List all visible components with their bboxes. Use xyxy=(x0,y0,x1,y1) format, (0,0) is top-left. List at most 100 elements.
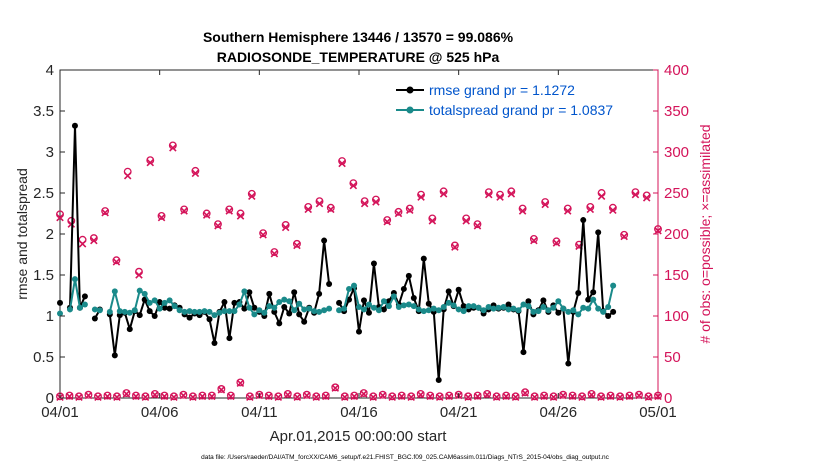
obs-lower-possible-marker xyxy=(559,390,568,399)
legend: rmse grand pr = 1.1272 totalspread grand… xyxy=(396,82,613,118)
obs-upper-assimilated-marker xyxy=(90,236,98,245)
rmse-point xyxy=(580,217,587,224)
obs-lower-possible-marker xyxy=(65,391,74,400)
obs-lower-possible-marker xyxy=(160,391,169,400)
obs-upper-assimilated-marker xyxy=(146,158,155,167)
series-lines-layer xyxy=(57,122,617,383)
obs-upper-assimilated-marker xyxy=(597,192,606,201)
totalspread-point xyxy=(266,303,273,310)
obs-lower-possible-marker xyxy=(635,390,643,399)
obs-upper-assimilated-marker xyxy=(180,207,188,215)
obs-lower-assimilated-marker xyxy=(179,391,188,400)
obs-lower-possible-marker xyxy=(150,389,159,398)
totalspread-point xyxy=(385,303,392,310)
rmse-point xyxy=(380,306,387,313)
totalspread-point xyxy=(535,308,542,315)
totalspread-point xyxy=(296,300,303,307)
obs-lower-possible-marker xyxy=(274,392,283,401)
rmse-point xyxy=(610,308,617,315)
obs-upper-assimilated-marker xyxy=(248,192,256,201)
obs-upper-assimilated-marker xyxy=(67,220,76,228)
obs-lower-possible-marker xyxy=(445,391,454,400)
totalspread-point xyxy=(470,303,477,310)
obs-lower-assimilated-marker xyxy=(322,392,330,401)
obs-upper-possible-marker xyxy=(292,239,301,248)
totalspread-point xyxy=(540,303,547,310)
obs-lower-possible-marker xyxy=(141,392,150,401)
left-y-tick-label: 1.5 xyxy=(33,267,54,284)
totalspread-point xyxy=(515,307,522,314)
obs-upper-assimilated-marker xyxy=(56,213,64,222)
obs-lower-possible-marker xyxy=(597,392,605,401)
obs-lower-assimilated-marker xyxy=(274,393,283,401)
obs-lower-possible-marker xyxy=(84,390,93,399)
rmse-point xyxy=(301,318,308,325)
legend-spread-label: totalspread grand pr = 1.0837 xyxy=(429,102,613,118)
totalspread-point xyxy=(440,303,447,310)
obs-lower-assimilated-marker xyxy=(616,393,624,401)
obs-upper-assimilated-marker xyxy=(631,190,640,199)
obs-lower-possible-marker xyxy=(293,392,302,401)
obs-lower-assimilated-marker xyxy=(236,379,245,388)
rmse-point xyxy=(565,360,572,367)
totalspread-point xyxy=(530,308,537,315)
obs-lower-possible-marker xyxy=(331,383,340,392)
rmse-point xyxy=(326,281,333,288)
obs-lower-possible-marker xyxy=(245,392,254,401)
obs-lower-assimilated-marker xyxy=(113,393,121,401)
left-y-tick-label: 4 xyxy=(46,62,54,79)
obs-upper-assimilated-marker xyxy=(169,144,177,152)
obs-lower-possible-marker xyxy=(521,388,530,397)
totalspread-point xyxy=(57,310,63,317)
obs-lower-assimilated-marker xyxy=(122,390,131,398)
totalspread-point xyxy=(156,305,163,312)
obs-lower-assimilated-marker xyxy=(388,393,396,401)
rmse-point xyxy=(151,313,158,319)
totalspread-point xyxy=(76,304,83,311)
rmse-point xyxy=(605,313,612,319)
totalspread-point xyxy=(545,307,552,314)
obs-lower-possible-marker xyxy=(122,389,131,398)
obs-upper-assimilated-marker xyxy=(191,169,200,178)
obs-upper-assimilated-marker xyxy=(394,209,403,218)
rmse-point xyxy=(360,297,367,304)
obs-upper-assimilated-marker xyxy=(349,181,358,190)
obs-lower-assimilated-marker xyxy=(578,393,586,401)
rmse-point xyxy=(286,310,293,317)
x-tick-label: 04/06 xyxy=(141,404,179,421)
right-y-axis-label: # of obs: o=possible; ×=assimilated xyxy=(697,124,713,343)
rmse-point xyxy=(81,293,88,300)
obs-upper-possible-marker xyxy=(101,207,110,215)
obs-upper-assimilated-marker xyxy=(236,212,245,220)
obs-lower-assimilated-marker xyxy=(635,391,643,400)
chart-title-line2: RADIOSONDE_TEMPERATURE @ 525 hPa xyxy=(217,49,500,65)
obs-lower-assimilated-marker xyxy=(464,393,472,401)
obs-lower-assimilated-marker xyxy=(103,392,112,401)
obs-lower-possible-marker xyxy=(94,392,102,401)
obs-lower-possible-marker xyxy=(321,391,330,400)
obs-lower-assimilated-marker xyxy=(473,392,482,401)
totalspread-point xyxy=(600,308,607,315)
rmse-point xyxy=(136,312,143,319)
totalspread-point xyxy=(326,305,333,312)
obs-lower-assimilated-marker xyxy=(151,390,159,399)
totalspread-point xyxy=(111,288,118,295)
totalspread-point xyxy=(341,305,348,312)
obs-lower-assimilated-marker xyxy=(568,392,577,401)
rmse-point xyxy=(595,229,602,236)
obs-upper-assimilated-marker xyxy=(360,199,369,208)
obs-lower-possible-marker xyxy=(131,391,140,400)
obs-upper-possible-marker xyxy=(112,256,121,265)
totalspread-point xyxy=(405,301,412,308)
obs-lower-assimilated-marker xyxy=(198,392,207,401)
totalspread-point xyxy=(321,307,328,314)
obs-upper-assimilated-marker xyxy=(327,205,335,214)
obs-lower-possible-marker xyxy=(502,391,511,400)
totalspread-point xyxy=(565,308,572,315)
totalspread-point xyxy=(206,308,213,315)
rmse-point xyxy=(336,299,343,306)
totalspread-point xyxy=(555,298,562,305)
obs-lower-possible-marker xyxy=(188,392,197,401)
left-y-tick-label: 2 xyxy=(46,226,54,243)
x-axis-label: Apr.01,2015 00:00:00 start xyxy=(270,428,448,445)
